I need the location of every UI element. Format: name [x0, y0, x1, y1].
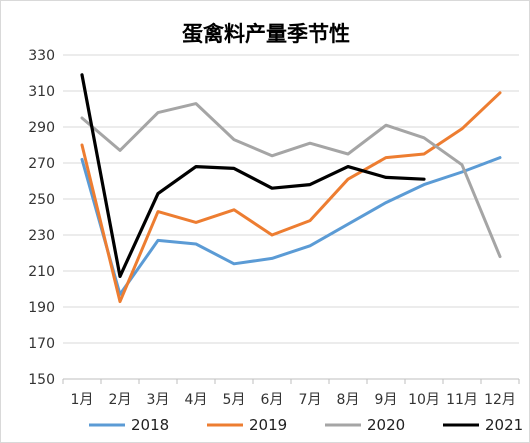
y-tick-label: 150	[28, 372, 55, 388]
y-tick-label: 330	[28, 48, 55, 64]
legend-label-2020: 2020	[367, 416, 405, 434]
legend-label-2019: 2019	[249, 416, 287, 434]
y-tick-label: 230	[28, 228, 55, 244]
y-tick-label: 310	[28, 84, 55, 100]
axes: 150 170 190 210 230 250 270 290 310 330 1月 2月 3月 4月 5月…	[28, 48, 520, 408]
x-tick-label: 7月	[299, 392, 322, 408]
y-tick-label: 250	[28, 192, 55, 208]
chart-title: 蛋禽料产量季节性	[182, 21, 350, 46]
y-tick-label: 290	[28, 120, 55, 136]
x-tick-label: 12月	[484, 392, 516, 408]
x-tick-label: 4月	[185, 392, 208, 408]
series-line-2019	[80, 91, 502, 304]
series-line-2020	[80, 102, 502, 259]
series-lines	[80, 73, 502, 304]
series-line-2018	[80, 156, 502, 296]
x-tick-label: 3月	[147, 392, 170, 408]
x-tick-label: 1月	[71, 392, 94, 408]
series-line-2021	[80, 73, 426, 278]
x-tick-label: 5月	[223, 392, 246, 408]
x-tick-label: 2月	[109, 392, 132, 408]
x-tick-label: 11月	[446, 392, 478, 408]
x-tick-label: 9月	[375, 392, 398, 408]
legend: 2018 2019 2020 2021	[89, 416, 523, 434]
gridlines	[63, 54, 519, 344]
y-tick-label: 270	[28, 156, 55, 172]
y-tick-label: 170	[28, 336, 55, 352]
legend-label-2021: 2021	[485, 416, 523, 434]
legend-label-2018: 2018	[131, 416, 169, 434]
y-tick-label: 190	[28, 300, 55, 316]
x-tick-label: 6月	[261, 392, 284, 408]
x-tick-label: 8月	[337, 392, 360, 408]
y-tick-label: 210	[28, 264, 55, 280]
x-tick-label: 10月	[408, 392, 440, 408]
